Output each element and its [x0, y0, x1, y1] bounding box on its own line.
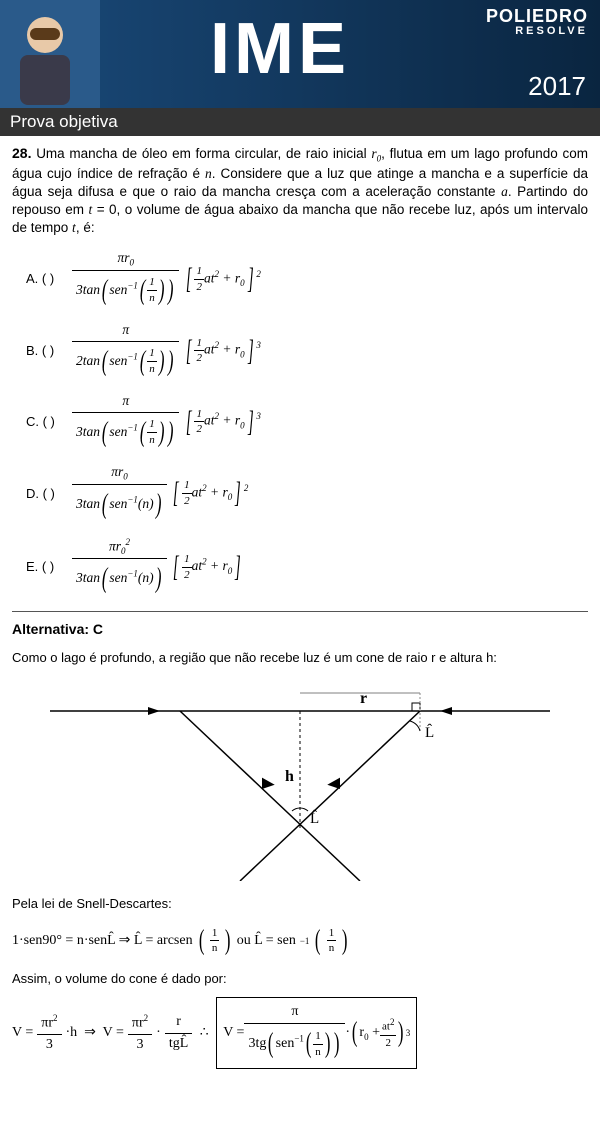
option-b: B. ( ) π 2tan(sen−1(1n)) [12at2 + r0]3 — [26, 320, 588, 381]
question-number: 28. — [12, 145, 31, 161]
h-label: h — [285, 768, 294, 785]
q-text-5: = 0, o volume de água abaixo da mancha q… — [12, 202, 588, 235]
answer-label: Alternativa: C — [12, 620, 588, 639]
L-label-apex: L̂ — [310, 810, 319, 827]
option-a-label: A. ( ) — [26, 270, 72, 288]
option-a-formula: πr0 3tan(sen−1(1n)) [12at2 + r0]2 — [72, 248, 261, 311]
q-n: n — [205, 166, 212, 181]
final-boxed-formula: V = π 3tg(sen−1(1n)) · ( r0 + at22 )3 — [216, 997, 417, 1069]
option-e-formula: πr02 3tan(sen−1(n)) [12at2 + r0] — [72, 535, 244, 599]
explain-2: Pela lei de Snell-Descartes: — [12, 895, 588, 913]
ray-right — [240, 711, 420, 881]
explain-3: Assim, o volume do cone é dado por: — [12, 970, 588, 988]
header-photo — [0, 0, 100, 108]
separator — [12, 611, 588, 612]
option-e-label: E. ( ) — [26, 558, 72, 576]
option-c-formula: π 3tan(sen−1(1n)) [12at2 + r0]3 — [72, 391, 261, 452]
explain-1: Como o lago é profundo, a região que não… — [12, 649, 588, 667]
r-label: r — [360, 690, 367, 707]
option-b-formula: π 2tan(sen−1(1n)) [12at2 + r0]3 — [72, 320, 261, 381]
angle-top-arc — [410, 721, 420, 731]
q-text-6: , é: — [76, 220, 95, 235]
option-c-label: C. ( ) — [26, 413, 72, 431]
option-d: D. ( ) πr0 3tan(sen−1(n)) [12at2 + r0]2 — [26, 462, 588, 525]
option-c: C. ( ) π 3tan(sen−1(1n)) [12at2 + r0]3 — [26, 391, 588, 452]
brand-logo: POLIEDRO RESOLVE — [486, 6, 588, 37]
option-a: A. ( ) πr0 3tan(sen−1(1n)) [12at2 + r0]2 — [26, 248, 588, 311]
brand-line-1: POLIEDRO — [486, 6, 588, 27]
option-d-formula: πr0 3tan(sen−1(n)) [12at2 + r0]2 — [72, 462, 248, 525]
option-e: E. ( ) πr02 3tan(sen−1(n)) [12at2 + r0] — [26, 535, 588, 599]
page-content: 28. Uma mancha de óleo em forma circular… — [0, 136, 600, 1087]
snell-equation: 1·sen90° = n·senL̂ ⇒ L̂ = arcsen (1n) ou… — [12, 922, 588, 960]
option-b-label: B. ( ) — [26, 342, 72, 360]
ray-left — [180, 711, 360, 881]
arrow-right-icon — [440, 707, 452, 715]
option-d-label: D. ( ) — [26, 485, 72, 503]
right-angle-icon — [412, 703, 420, 711]
cone-diagram: r L̂ h L̂ — [20, 681, 580, 881]
student-photo-placeholder — [0, 0, 100, 108]
exam-year: 2017 — [528, 71, 586, 102]
arrow-left-icon — [148, 707, 160, 715]
ray-arrow-1 — [256, 774, 274, 792]
page-header: IME POLIEDRO RESOLVE 2017 — [0, 0, 600, 108]
q-text-1: Uma mancha de óleo em forma circular, de… — [36, 146, 371, 161]
options-list: A. ( ) πr0 3tan(sen−1(1n)) [12at2 + r0]2… — [26, 248, 588, 599]
q-r0: r0 — [371, 146, 381, 161]
subtitle-bar: Prova objetiva — [0, 108, 600, 136]
L-label-top: L̂ — [425, 724, 434, 741]
volume-equation: V = πr23 ·h ⇒ V = πr23 · rtgL̂ ∴ V = π 3… — [12, 997, 588, 1069]
question-text: 28. Uma mancha de óleo em forma circular… — [12, 144, 588, 238]
exam-title: IME — [210, 8, 350, 90]
q-a: a — [501, 184, 508, 199]
